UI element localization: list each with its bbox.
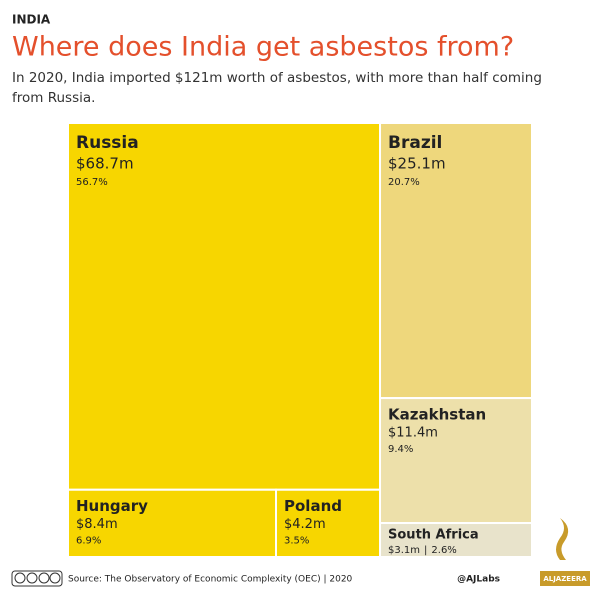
tile: Russia $68.7m 56.7% xyxy=(67,122,382,491)
category-label: Kazakhstan xyxy=(388,406,486,424)
cc-icon xyxy=(49,572,61,584)
tile-rect xyxy=(67,488,278,558)
tile: Hungary $8.4m 6.9% xyxy=(67,488,278,558)
category-label: Hungary xyxy=(76,497,148,515)
share-label: 20.7% xyxy=(388,177,420,188)
tile-rect xyxy=(67,122,382,491)
value-label: $4.2m xyxy=(284,517,326,532)
tile: Poland $4.2m 3.5% xyxy=(275,488,382,558)
logo-mark xyxy=(556,518,569,560)
value-label: $8.4m xyxy=(76,517,118,532)
cc-icon xyxy=(26,572,38,584)
tile: South Africa $3.1m | 2.6% xyxy=(379,522,533,559)
value-label: $11.4m xyxy=(388,426,438,441)
share-label: 3.5% xyxy=(284,536,309,547)
brand-logo: ALJAZEERA xyxy=(540,518,590,586)
category-label: Russia xyxy=(76,133,139,153)
cc-icons xyxy=(11,570,63,587)
cc-icon xyxy=(38,572,50,584)
tile: Brazil $25.1m 20.7% xyxy=(379,122,533,400)
tile: Kazakhstan $11.4m 9.4% xyxy=(379,397,533,525)
share-label: 56.7% xyxy=(76,177,108,188)
tile-rect xyxy=(379,522,533,559)
share-label: 2.6% xyxy=(431,545,456,556)
share-label: 6.9% xyxy=(76,536,101,547)
credit: @AJLabs xyxy=(457,575,500,585)
share-label: 9.4% xyxy=(388,444,413,455)
treemap: Russia $68.7m 56.7% Hungary $8.4m 6.9% Poland $… xyxy=(67,122,533,559)
tile-rect xyxy=(379,122,533,400)
subtitle-box: In 2020, India imported $121m worth of a… xyxy=(12,70,542,106)
value-label: $25.1m xyxy=(388,155,446,173)
category-label: Brazil xyxy=(388,133,442,153)
value-line: $3.1m | 2.6% xyxy=(388,545,457,556)
value-label: $3.1m xyxy=(388,545,420,556)
chart-title: Where does India get asbestos from? xyxy=(12,32,514,63)
category-label: Poland xyxy=(284,497,342,515)
cc-icon xyxy=(14,572,26,584)
kicker: INDIA xyxy=(12,13,51,27)
separator: | xyxy=(424,545,427,556)
value-label: $68.7m xyxy=(76,155,134,173)
logo-bar xyxy=(540,571,590,586)
tile-rect xyxy=(275,488,382,558)
brand: ALJAZEERA xyxy=(543,575,587,583)
category-label: South Africa xyxy=(388,528,479,543)
subtitle: In 2020, India imported $121m worth of a… xyxy=(12,70,542,106)
source: Source: The Observatory of Economic Comp… xyxy=(68,575,353,585)
